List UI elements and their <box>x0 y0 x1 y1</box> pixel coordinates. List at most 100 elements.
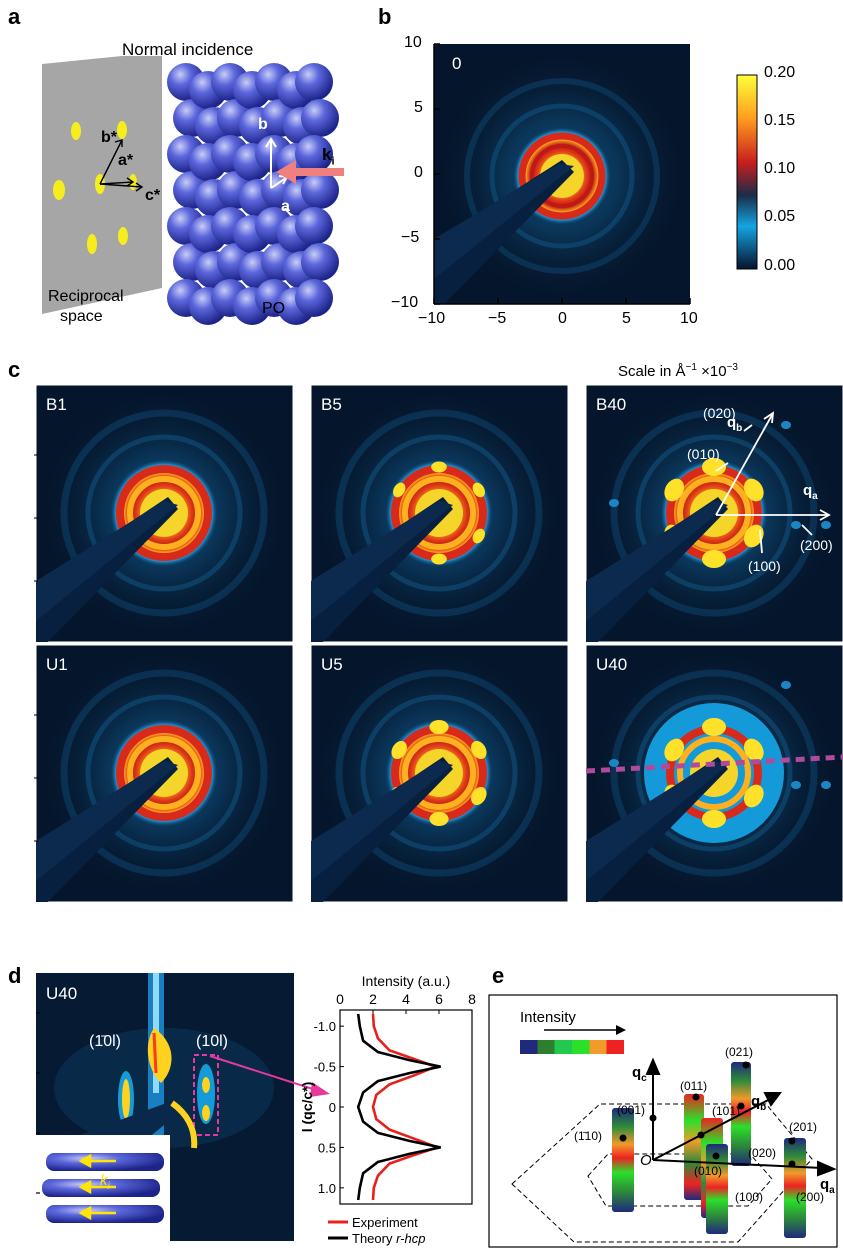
series-line <box>371 1013 442 1201</box>
diffraction-tile <box>586 385 843 642</box>
sphere <box>295 135 333 173</box>
tile-tag: B5 <box>321 395 342 414</box>
sphere <box>295 207 333 245</box>
inset-layers <box>42 1153 164 1223</box>
scale-note: Scale in Å−1 ×10−3 <box>618 362 738 380</box>
sphere <box>301 99 339 137</box>
x-tick-label: 2 <box>369 991 377 1007</box>
spot <box>87 234 97 254</box>
panel-b-frame-tag: 0 <box>452 54 462 73</box>
b-xtick: −5 <box>488 310 507 327</box>
label-b-star: b* <box>101 129 117 146</box>
b40-200-label: (200) <box>800 537 833 553</box>
b-xtick: −10 <box>418 310 446 327</box>
axis-qb: qb <box>751 1093 767 1113</box>
b-xtick: 5 <box>622 310 631 327</box>
colorbar <box>736 74 758 270</box>
diffraction-tile <box>36 645 293 902</box>
y-tick-label: -1.0 <box>314 1019 336 1034</box>
x-tick-label: 0 <box>336 991 344 1007</box>
intensity-legend-bar <box>520 1040 624 1054</box>
panel-letter-b: b <box>378 4 392 29</box>
axis-qc: qc <box>632 1064 647 1084</box>
intensity-profile-chart: Intensity (a.u.) 0 2 4 6 8 -1.0 -0.5 0 0.5 1.0 l (q… <box>299 973 476 1246</box>
rod-label: (201) <box>789 1120 818 1134</box>
panel-letter-d: d <box>8 963 22 988</box>
x-tick-label: 6 <box>435 991 443 1007</box>
sphere <box>301 243 339 281</box>
panel-d-tag: U40 <box>46 984 78 1003</box>
diffraction-tile <box>586 645 843 902</box>
b40-020-label: (020) <box>703 405 736 421</box>
b-xtick: 0 <box>558 310 567 327</box>
b-ytick: 10 <box>404 34 422 51</box>
panel-e-schematic <box>488 994 838 1248</box>
panel-d-ticks <box>36 1012 40 1194</box>
reciprocal-label-line1: Reciprocal <box>48 288 124 305</box>
y-tick-label: -0.5 <box>314 1060 336 1075</box>
u40-cut-line <box>586 754 843 774</box>
origin-label: O <box>640 1152 652 1169</box>
plot-frame <box>339 1009 473 1205</box>
b40-qa-label: qa <box>803 482 818 502</box>
tile-tag: B40 <box>596 395 627 414</box>
colorbar-tick: 0.15 <box>764 112 796 129</box>
rod-label: (020) <box>748 1146 777 1160</box>
x-tick-label: 8 <box>468 991 476 1007</box>
panel-letter-c: c <box>8 357 21 382</box>
b40-100-label: (100) <box>748 558 781 574</box>
y-axis-label: l (qc/c*) <box>299 1082 315 1133</box>
tile-tag: U5 <box>321 655 343 674</box>
b-xtick: 10 <box>680 310 698 327</box>
tile-tag: U1 <box>46 655 68 674</box>
label-k-incident: ki <box>322 145 335 168</box>
rod-label: (010) <box>694 1164 723 1178</box>
diffraction-tile <box>311 645 568 902</box>
intensity-legend-title: Intensity <box>520 1009 576 1026</box>
y-tick-label: 0 <box>329 1100 336 1115</box>
colorbar-tick: 0.05 <box>764 208 796 225</box>
reciprocal-vectors <box>99 139 144 192</box>
label-a: a <box>281 198 290 215</box>
y-tick-label: 1.0 <box>318 1181 336 1196</box>
b-ytick: −10 <box>391 294 419 311</box>
panel-letter-e: e <box>492 963 505 988</box>
panel-d-pattern <box>36 973 294 1241</box>
sphere <box>295 63 333 101</box>
panel-letter-a: a <box>8 4 21 29</box>
y-tick-label: 0.5 <box>318 1140 336 1155</box>
peak-right-label: (10l) <box>196 1033 229 1050</box>
chart-title: Intensity (a.u.) <box>362 973 451 989</box>
rod-label: (021) <box>725 1045 754 1059</box>
incident-arrow <box>276 160 344 184</box>
tile-tag: U40 <box>596 655 628 674</box>
lattice-vectors <box>265 137 289 189</box>
b40-qb-label: qb <box>727 414 743 434</box>
legend-label: Experiment <box>352 1215 418 1230</box>
rod-label: (001) <box>617 1103 646 1117</box>
b-ytick: 0 <box>414 164 423 181</box>
b40-010-label: (010) <box>687 446 720 462</box>
spot <box>117 121 127 139</box>
rod-label: (101) <box>712 1104 741 1118</box>
pink-pointer-arrow <box>209 1055 330 1097</box>
label-c-star: c* <box>145 187 161 204</box>
panel-b-pattern <box>434 44 690 304</box>
spot <box>118 227 128 245</box>
spot <box>53 180 65 200</box>
sphere <box>301 171 339 209</box>
diffraction-tile <box>311 385 568 642</box>
rod-label: (011) <box>680 1079 708 1093</box>
b40-annotations <box>715 411 831 554</box>
axis-qa: qa <box>820 1176 835 1196</box>
rod-label: (1̄10) <box>574 1129 603 1143</box>
b-ytick: 5 <box>414 99 423 116</box>
sphere <box>295 279 333 317</box>
colorbar-tick: 0.10 <box>764 160 796 177</box>
panel-a-title: Normal incidence <box>122 40 254 59</box>
rod-label: (200) <box>796 1190 825 1204</box>
peak-left-label: (1̄0l) <box>89 1033 122 1050</box>
panel-c-axis-ticks <box>34 454 38 842</box>
colorbar-tick: 0.00 <box>764 257 796 274</box>
label-a-star: a* <box>118 152 134 169</box>
